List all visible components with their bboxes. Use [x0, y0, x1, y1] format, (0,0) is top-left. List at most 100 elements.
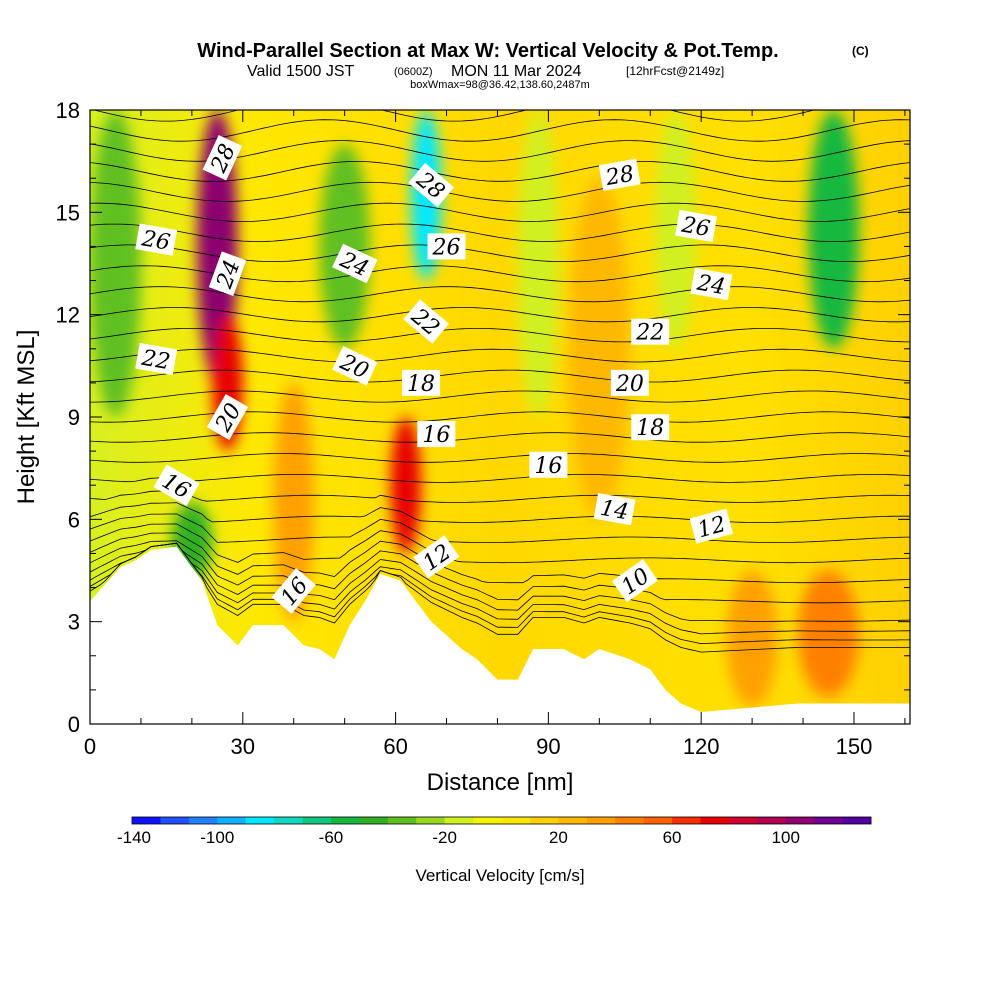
- x-axis: 0 30 60 90 120 150: [84, 110, 906, 759]
- y-tick-label: 9: [68, 405, 80, 430]
- velocity-cell-4: [390, 417, 422, 554]
- theta-contour-line: [90, 542, 910, 645]
- theta-contour-line: [90, 474, 910, 483]
- y-tick-label: 6: [68, 507, 80, 532]
- colorbar-tick-label: -100: [200, 828, 234, 847]
- contour-label-box: [408, 162, 455, 208]
- contour-label-20: 20: [610, 369, 649, 397]
- theta-contour-line: [90, 502, 910, 523]
- theta-contour-line: [90, 202, 910, 222]
- theta-contour-line: [90, 523, 910, 564]
- colorbar-swatch: [842, 817, 872, 824]
- contour-label-text: 20: [615, 372, 644, 397]
- contour-label-text: 22: [635, 321, 664, 346]
- theta-contour-line: [90, 348, 910, 363]
- contour-label-28: 28: [598, 158, 641, 191]
- theta-contour-line: [90, 542, 910, 622]
- contour-label-box: [135, 342, 178, 376]
- y-tick-label: 15: [56, 200, 80, 225]
- x-axis-label: Distance [nm]: [427, 769, 574, 796]
- velocity-cell-10: [726, 570, 778, 707]
- velocity-cell-13: [568, 178, 630, 520]
- contour-label-16: 16: [417, 421, 456, 448]
- theta-contour-line: [90, 328, 910, 343]
- theta-contour-line: [90, 453, 910, 463]
- contour-label-box: [208, 251, 247, 297]
- colorbar-swatch: [330, 817, 360, 824]
- colorbar-swatch: [501, 817, 531, 824]
- contour-label-box: [610, 369, 649, 396]
- theta-contour-line: [90, 542, 910, 635]
- contour-label-box: [206, 394, 249, 440]
- contour-label-18: 18: [402, 369, 441, 397]
- colorbar-swatch: [444, 817, 474, 824]
- contour-label-text: 26: [139, 226, 172, 256]
- colorbar-ticks: -140 -100 -60 -20 20 60 100: [117, 828, 800, 847]
- colorbar-frame: [131, 816, 872, 825]
- y-tick-label: 18: [56, 98, 80, 123]
- colorbar-swatch: [274, 817, 303, 824]
- colorbar-tick-label: -20: [432, 828, 457, 847]
- contour-label-box: [332, 243, 378, 284]
- velocity-cell-9: [655, 110, 697, 349]
- theta-contour-line: [90, 307, 910, 323]
- theta-contour-line: [90, 513, 910, 543]
- velocity-cell-12: [273, 382, 315, 622]
- contour-label-box: [529, 451, 568, 478]
- theta-contour-line: [90, 542, 910, 653]
- contour-label-text: 16: [534, 454, 562, 479]
- colorbar-swatch: [757, 817, 787, 824]
- theta-contour-line: [90, 532, 910, 584]
- theta-contour-line: [90, 369, 910, 383]
- terrain: [90, 546, 910, 724]
- theta-contour-line: [90, 161, 910, 182]
- contour-label-box: [675, 209, 718, 243]
- colorbar-swatch: [814, 817, 843, 824]
- theta-contours: [90, 110, 910, 653]
- chart-title: Wind-Parallel Section at Max W: Vertical…: [197, 40, 778, 62]
- colorbar-tick-label: -140: [117, 828, 151, 847]
- contour-label-text: 14: [598, 496, 630, 525]
- theta-contour-line: [90, 489, 910, 503]
- contour-label-box: [332, 346, 378, 386]
- colorbar-swatch: [416, 817, 445, 824]
- contour-label-text: 26: [432, 235, 461, 260]
- contour-label-box: [271, 568, 316, 614]
- colorbar-swatch: [586, 817, 616, 824]
- colorbar-swatch: [672, 817, 701, 824]
- theta-contour-line: [92, 110, 816, 122]
- colorbar-swatch: [615, 817, 644, 824]
- chart-title-suffix: (C): [852, 44, 869, 58]
- colorbar-swatch: [387, 817, 417, 824]
- contour-labels: 2824201626221624202826221816122826242220…: [135, 135, 734, 614]
- x-tick-label: 150: [836, 734, 873, 759]
- colorbar-tick-label: 60: [663, 828, 682, 847]
- contour-label-text: 26: [679, 213, 712, 243]
- contour-label-box: [690, 267, 733, 301]
- contour-label-box: [689, 508, 734, 544]
- colorbar-tick-label: 20: [549, 828, 568, 847]
- subtitle-date: MON 11 Mar 2024: [451, 63, 582, 80]
- colorbar-swatch: [217, 817, 246, 824]
- contour-label-14: 14: [593, 492, 636, 525]
- contour-label-text: 22: [139, 346, 172, 376]
- plot-area: 2824201626221624202826221816122826242220…: [90, 110, 910, 724]
- contour-label-26: 26: [427, 233, 466, 260]
- contour-label-26: 26: [135, 223, 178, 256]
- colorbar-swatch: [785, 817, 815, 824]
- chart-subtitle: Valid 1500 JST (0600Z) MON 11 Mar 2024 […: [247, 63, 724, 80]
- colorbar-swatch: [245, 817, 275, 824]
- y-tick-label: 12: [56, 303, 80, 328]
- colorbar-swatch: [558, 817, 588, 824]
- contour-label-box: [611, 559, 658, 603]
- contour-label-24: 24: [690, 267, 733, 301]
- contour-label-22: 22: [631, 318, 670, 346]
- subtitle-valid: Valid 1500 JST: [247, 63, 355, 80]
- contour-label-box: [202, 135, 243, 181]
- theta-contour-line: [90, 390, 910, 403]
- subtitle-zulu: (0600Z): [394, 66, 433, 78]
- contour-label-box: [402, 369, 441, 396]
- colorbar-swatch: [302, 817, 332, 824]
- contour-label-box: [427, 233, 466, 260]
